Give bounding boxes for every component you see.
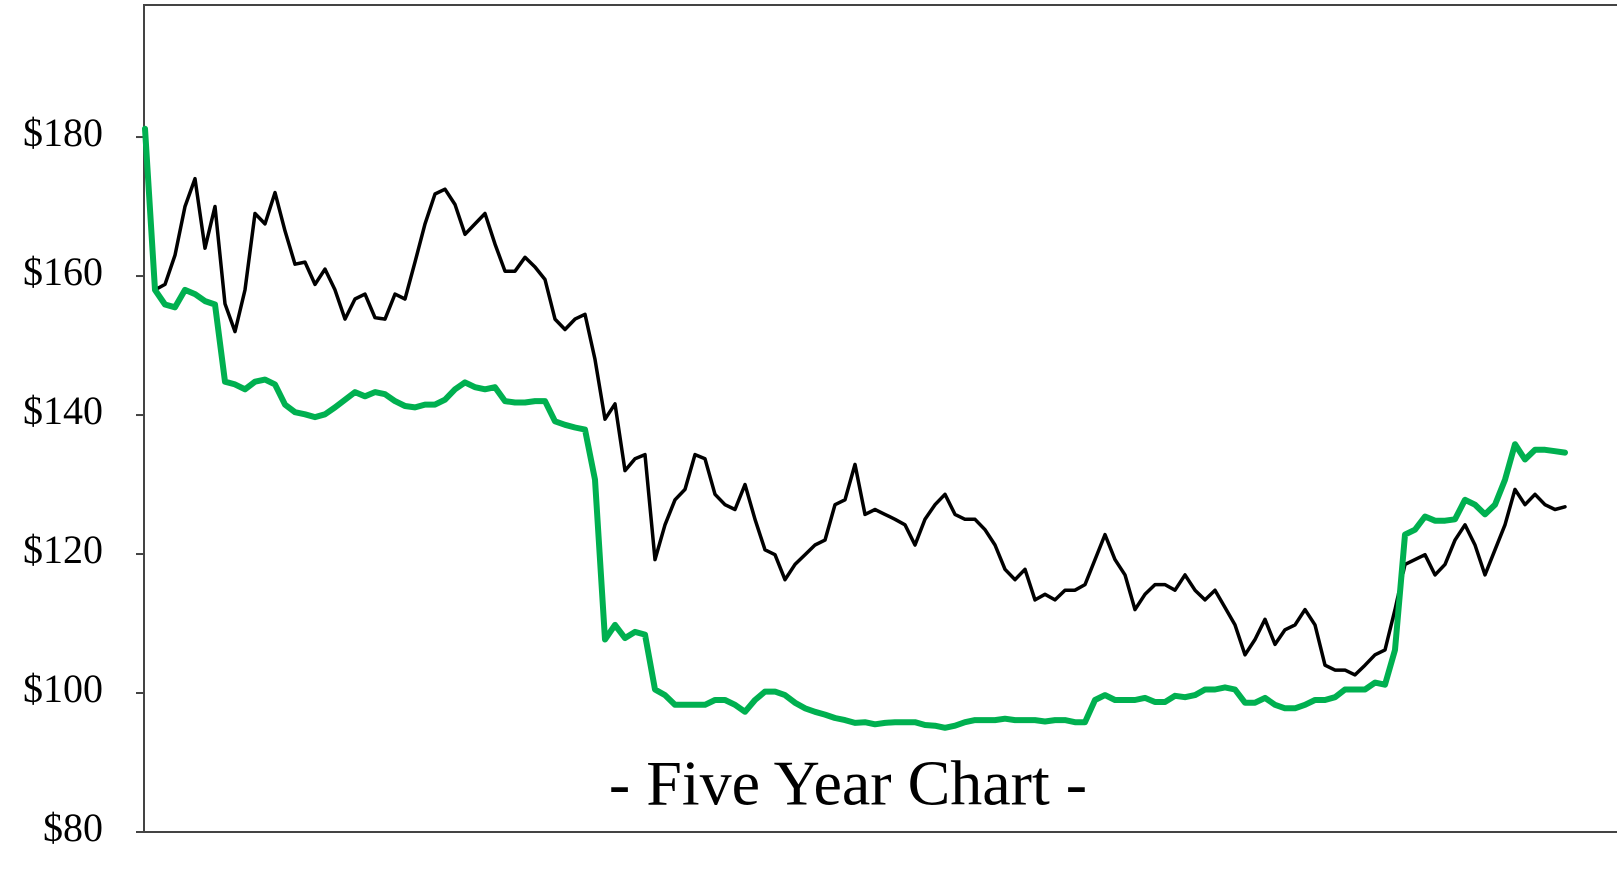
y-tick-label: $100: [23, 666, 103, 711]
y-tick-label: $140: [23, 388, 103, 433]
y-tick-label: $120: [23, 527, 103, 572]
y-tick-label: $160: [23, 249, 103, 294]
plot-frame: [143, 4, 1617, 833]
series-line: [142, 125, 1568, 731]
chart-annotation: - Five Year Chart -: [609, 748, 1087, 819]
series-line: [153, 176, 1567, 677]
y-tick-label: $80: [43, 805, 103, 850]
y-tick-label: $180: [23, 110, 103, 155]
